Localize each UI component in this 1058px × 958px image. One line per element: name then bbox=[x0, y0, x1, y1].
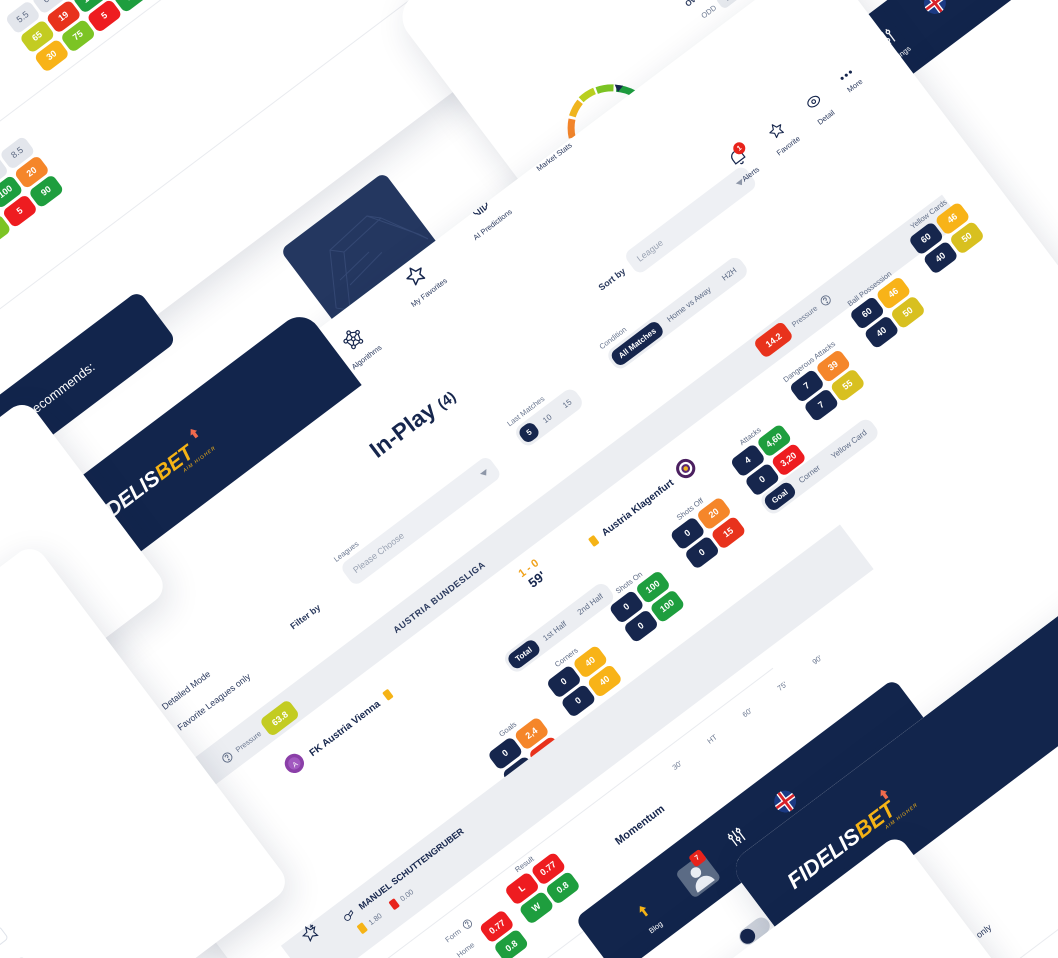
info-icon bbox=[820, 295, 831, 306]
pressure-away-group: 14.2 Pressure bbox=[752, 289, 837, 360]
ai-predictions-icon bbox=[454, 184, 507, 233]
row-tool-alerts[interactable]: 1 Alerts bbox=[726, 139, 761, 183]
page-count: (4) bbox=[434, 388, 460, 413]
sort-by-value: League bbox=[634, 237, 665, 264]
away-yellow-card bbox=[587, 534, 600, 548]
nav-item-algorithms[interactable]: Algorithms bbox=[332, 320, 383, 371]
row-tool-more[interactable]: ••• More bbox=[836, 64, 870, 101]
odd-value: 2,1 bbox=[714, 0, 746, 10]
bottom-utility-navbar: Blog 7 Settings bbox=[574, 678, 946, 958]
pressure-home-group: Pressure 63.8 bbox=[217, 698, 301, 769]
settings-icon bbox=[719, 821, 756, 857]
momentum-label: Momentum bbox=[613, 802, 668, 848]
star-icon bbox=[392, 253, 443, 300]
language-flag-icon[interactable] bbox=[920, 0, 951, 18]
language-flag-icon[interactable] bbox=[770, 786, 801, 817]
detail-icon bbox=[801, 89, 830, 118]
filter-by-label: Filter by bbox=[288, 602, 323, 632]
home-team-crest: A bbox=[280, 749, 312, 782]
info-icon bbox=[462, 919, 472, 929]
momentum-tick: 90' bbox=[810, 653, 824, 667]
result-group: Result L 0.77 W 0.8 bbox=[497, 843, 583, 928]
brand-header: FIDELISBET AIM HIGHER bbox=[48, 308, 362, 578]
chevron-down-icon bbox=[479, 468, 490, 478]
svg-text:A: A bbox=[292, 761, 300, 770]
momentum-tick: 30' bbox=[670, 758, 684, 773]
algorithms-icon bbox=[332, 320, 377, 363]
nav-item-my-favorites[interactable]: My Favorites bbox=[392, 253, 449, 309]
bottom-right-panel: FIDELISBET AIM HIGHER Detailed Mode Favo… bbox=[727, 575, 1058, 958]
market-option[interactable]: Yellow Card bbox=[829, 428, 869, 461]
over-block: Over Goals 5.5 6.5 7.5 8.5 65 19 100 20 … bbox=[0, 127, 66, 271]
momentum-tick: 60' bbox=[740, 706, 754, 720]
whistle-icon bbox=[344, 909, 354, 921]
home-yellow-card bbox=[380, 687, 396, 706]
blog-nav-item[interactable]: Blog bbox=[632, 899, 665, 936]
momentum-tick: HT bbox=[705, 732, 719, 746]
stat-shots-off: Shots Off 0 20 0 15 bbox=[663, 487, 749, 572]
stat-yellow-cards: Yellow Cards 60 46 40 50 bbox=[901, 192, 987, 277]
row-tool-detail[interactable]: Detail bbox=[801, 89, 836, 127]
row-tool-favorite[interactable]: Favorite bbox=[760, 115, 802, 157]
settings-nav-item[interactable]: Settings bbox=[719, 821, 763, 866]
favorite-icon bbox=[760, 115, 795, 149]
blog-icon bbox=[632, 899, 659, 927]
alerts-icon: 1 bbox=[727, 139, 754, 174]
sort-by-label: Sort by bbox=[596, 265, 628, 293]
home-label: Home bbox=[454, 940, 477, 958]
away-team-crest bbox=[671, 454, 703, 487]
notif-row: ✓ ✓ ✓ bbox=[0, 925, 9, 958]
info-icon bbox=[222, 752, 233, 763]
momentum-tick: 75' bbox=[775, 679, 789, 693]
logo-arrow-icon bbox=[184, 423, 208, 448]
add-favorite-icon[interactable] bbox=[297, 920, 325, 949]
period-option[interactable]: Total bbox=[505, 637, 542, 671]
avatar[interactable]: 7 bbox=[675, 848, 722, 899]
period-option[interactable]: 1st Half bbox=[541, 619, 569, 643]
stat-dangerous-attacks: Dangerous Attacks 7 39 7 55 bbox=[781, 339, 868, 425]
odd-label: ODD bbox=[699, 3, 719, 21]
nav-item-ai-predictions[interactable]: AI Predictions bbox=[454, 184, 514, 242]
stat-shots-on: Shots On 0 100 0 100 bbox=[602, 561, 688, 646]
brand-header: FIDELISBET AIM HIGHER bbox=[727, 575, 1058, 948]
condition-option[interactable]: All Matches bbox=[608, 318, 666, 368]
logo-arrow-icon bbox=[874, 784, 898, 809]
home-team-name: FK Austria Vienna bbox=[307, 698, 383, 759]
notif-checkbox[interactable]: ✓ bbox=[0, 925, 9, 948]
page-title: In-Play bbox=[364, 396, 441, 463]
